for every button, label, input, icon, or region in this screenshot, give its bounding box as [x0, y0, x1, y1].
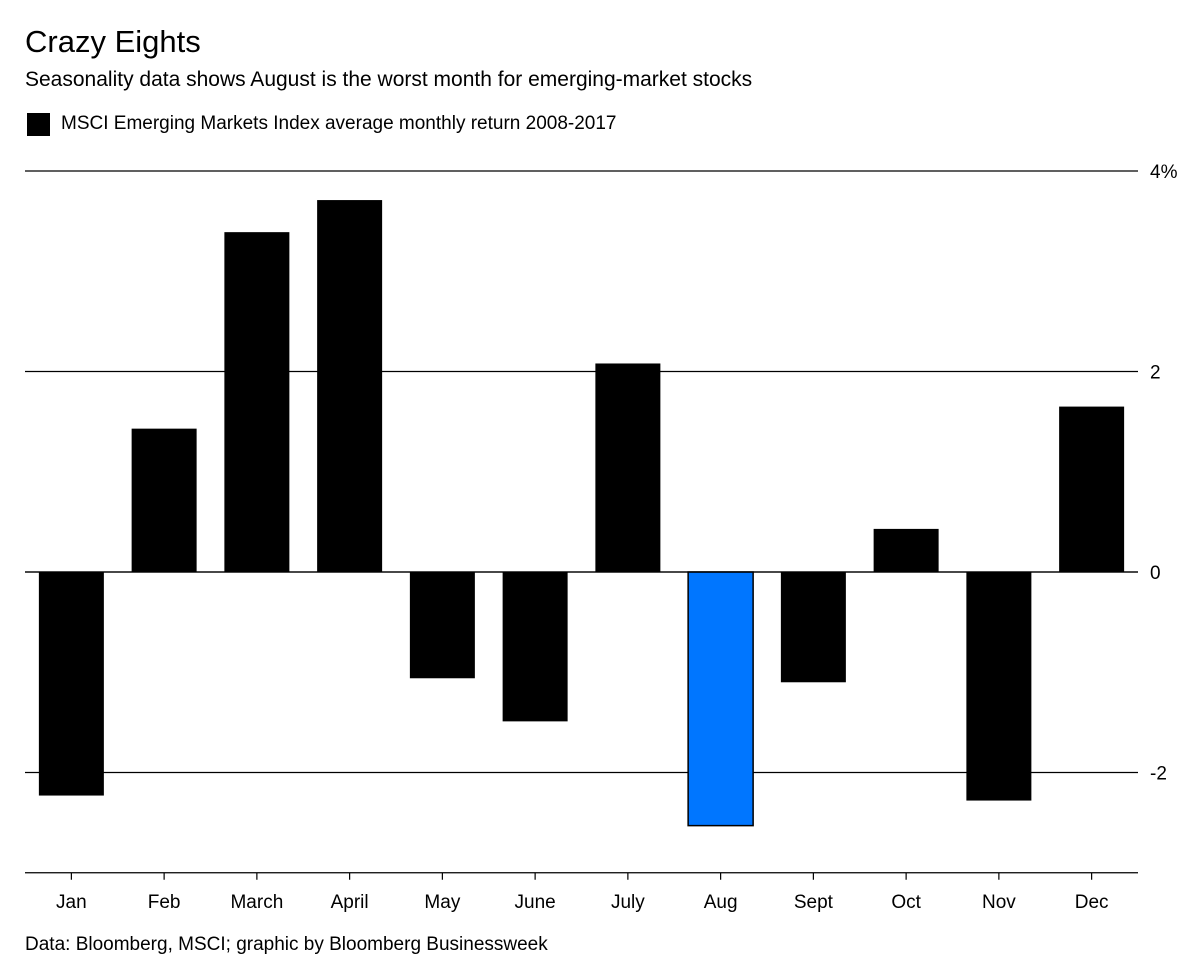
x-tick-label: March — [230, 892, 283, 913]
x-tick-label: Dec — [1075, 892, 1109, 913]
bar-dec — [1059, 406, 1125, 572]
x-tick-label: Oct — [891, 892, 921, 913]
y-tick-label: 0 — [1150, 563, 1161, 584]
bar-aug — [687, 571, 754, 827]
bar-april — [317, 200, 383, 572]
x-tick-label: April — [331, 892, 369, 913]
x-tick-label: May — [424, 892, 460, 913]
x-tick-label: Nov — [982, 892, 1016, 913]
x-tick-label: July — [611, 892, 645, 913]
x-tick-label: Feb — [148, 892, 181, 913]
chart-subtitle: Seasonality data shows August is the wor… — [25, 68, 753, 91]
x-tick-label: Sept — [794, 892, 834, 913]
bar-july — [595, 363, 661, 572]
y-tick-label: 4% — [1150, 162, 1178, 183]
source-note: Data: Bloomberg, MSCI; graphic by Bloomb… — [25, 934, 548, 955]
x-tick-label: Jan — [56, 892, 87, 913]
bar-sept — [780, 572, 846, 683]
legend-swatch — [27, 112, 50, 136]
x-tick-label: Aug — [704, 892, 738, 913]
bar-nov — [966, 572, 1032, 801]
bar-june — [502, 572, 568, 722]
tick-labels: 4% 2 0 -2 Jan Feb March April May June July Aug Sept… — [56, 162, 1178, 913]
bars — [25, 200, 1138, 827]
chart-title: Crazy Eights — [25, 24, 201, 59]
bar-oct — [873, 528, 939, 572]
bar-feb — [131, 428, 197, 572]
bar-march — [224, 232, 290, 572]
x-tick-label: June — [515, 892, 556, 913]
legend-label: MSCI Emerging Markets Index average mont… — [61, 113, 617, 134]
bar-may — [409, 572, 475, 679]
bar-jan — [38, 572, 104, 796]
y-tick-label: -2 — [1150, 764, 1167, 785]
y-tick-label: 2 — [1150, 363, 1161, 384]
legend: MSCI Emerging Markets Index average mont… — [27, 112, 617, 136]
